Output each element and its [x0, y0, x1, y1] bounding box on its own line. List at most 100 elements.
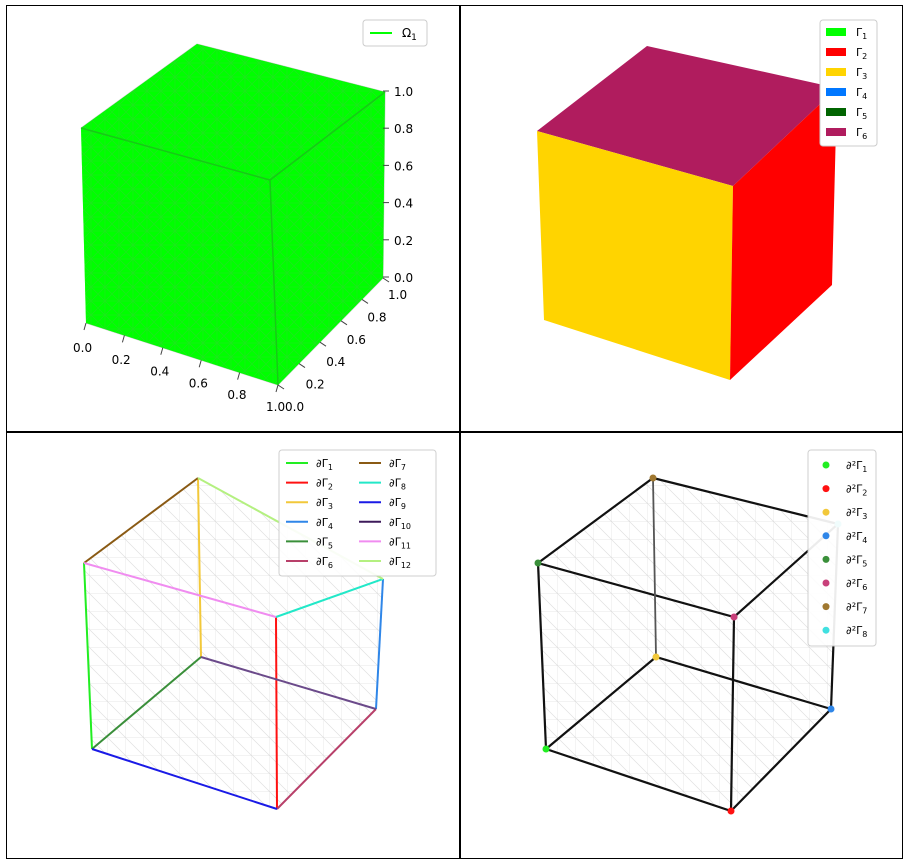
edges-legend-label: ∂Γ7	[389, 457, 406, 472]
faces-legend-label: Γ1	[856, 26, 867, 41]
edges-legend-label: ∂Γ10	[389, 516, 411, 531]
mesh-x-tick-label: 0.4	[150, 365, 169, 379]
edge-11	[83, 562, 277, 618]
mesh-z-tick-label: 0.6	[394, 159, 413, 173]
faces-legend-label: Γ6	[856, 126, 867, 141]
panel-volume-mesh: 0.00.20.40.60.81.0 0.00.20.40.60.81.0 0.…	[73, 19, 428, 414]
edges-legend-label: ∂Γ1	[316, 457, 333, 472]
vertices-legend-label: ∂²Γ6	[846, 577, 867, 592]
panel-boundary-faces: Γ1 Γ2 Γ3 Γ4 Γ5 Γ6	[537, 19, 878, 380]
mesh-cube	[80, 44, 386, 386]
mesh-z-tick-label: 1.0	[394, 85, 413, 99]
edge-1	[83, 562, 93, 750]
vertices-legend-label: ∂²Γ3	[846, 506, 867, 521]
vertices-legend-label: ∂²Γ4	[846, 530, 867, 545]
panel-boundary-edges: ∂Γ1 ∂Γ2 ∂Γ3 ∂Γ4 ∂Γ5 ∂Γ6 ∂Γ7 ∂Γ8 ∂Γ9 ∂Γ10 ∂Γ11 ∂Γ12	[83, 449, 437, 810]
edge-6	[276, 708, 377, 810]
vertices-legend-label: ∂²Γ2	[846, 483, 867, 498]
mesh-y-tick	[361, 298, 369, 304]
edge-10	[200, 656, 377, 710]
faces-legend: Γ1 Γ2 Γ3 Γ4 Γ5 Γ6	[819, 19, 878, 147]
mesh-y-tick-label: 0.4	[326, 355, 345, 369]
vertices-legend-marker	[822, 461, 830, 469]
vertex-3	[652, 653, 660, 661]
edges-legend-label: ∂Γ3	[316, 496, 333, 511]
mesh-z-tick-label: 0.4	[394, 197, 413, 211]
mesh-z-tick-label: 0.2	[394, 234, 413, 248]
mesh-y-tick	[298, 363, 306, 369]
faces-legend-swatch	[826, 68, 846, 76]
edges-legend-label: ∂Γ2	[316, 477, 333, 492]
mesh-x-tick-label: 0.0	[73, 341, 92, 355]
vertex-2	[727, 807, 735, 815]
mesh-x-tick	[83, 322, 87, 331]
faces-legend-swatch	[826, 108, 846, 116]
faces-legend-swatch	[826, 88, 846, 96]
mesh-z-tick-label: 0.0	[394, 271, 413, 285]
faces-legend-swatch	[826, 128, 846, 136]
edges-legend: ∂Γ1 ∂Γ2 ∂Γ3 ∂Γ4 ∂Γ5 ∂Γ6 ∂Γ7 ∂Γ8 ∂Γ9 ∂Γ10 ∂Γ11 ∂Γ12	[278, 449, 437, 577]
faces-legend-label: Γ4	[856, 86, 867, 101]
edges-legend-label: ∂Γ6	[316, 555, 333, 570]
panel-borders	[6, 5, 903, 859]
mesh-x-tick-label: 0.6	[189, 376, 208, 390]
vertices-legend-label: ∂²Γ7	[846, 601, 867, 616]
mesh-x-tick-label: 0.2	[112, 353, 131, 367]
faces-legend-swatch	[826, 28, 846, 36]
mesh-y-tick-label: 0.2	[306, 378, 325, 392]
vertices-legend-marker	[822, 508, 830, 516]
mesh-x-tick	[237, 372, 241, 380]
vertices-legend-marker	[822, 626, 830, 634]
mesh-legend-label: Ω1	[402, 26, 417, 43]
mesh-x-tick	[160, 347, 164, 355]
panel-boundary-vertices: ∂²Γ1 ∂²Γ2 ∂²Γ3 ∂²Γ4 ∂²Γ5 ∂²Γ6 ∂²Γ7 ∂²Γ8	[534, 449, 877, 815]
mesh-y-tick-label: 0.8	[367, 310, 386, 324]
vertex-6	[730, 613, 738, 621]
mesh-y-tick	[382, 277, 390, 283]
mesh-z-tick-labels: 0.0 0.2 0.4 0.6 0.8 1.0	[383, 85, 413, 285]
mesh-x-tick-label: 1.0	[266, 400, 285, 414]
vertices-legend-marker	[822, 532, 830, 540]
vertices-legend-label: ∂²Γ8	[846, 624, 867, 639]
face-right	[730, 88, 837, 380]
vertices-legend: ∂²Γ1 ∂²Γ2 ∂²Γ3 ∂²Γ4 ∂²Γ5 ∂²Γ6 ∂²Γ7 ∂²Γ8	[807, 449, 877, 647]
vertices-legend-label: ∂²Γ5	[846, 553, 867, 568]
vertex-7	[649, 474, 657, 482]
edge-5	[91, 656, 202, 750]
face-front	[537, 131, 733, 380]
mesh-y-tick-labels: 0.00.20.40.60.81.0	[277, 277, 407, 414]
mesh-y-tick-label: 0.6	[347, 333, 366, 347]
edges-legend-label: ∂Γ4	[316, 516, 333, 531]
faces-legend-swatch	[826, 48, 846, 56]
edge-8	[275, 578, 384, 618]
vertices-legend-marker	[822, 485, 830, 493]
edges-legend-label: ∂Γ11	[389, 535, 411, 550]
mesh-legend: Ω1	[362, 19, 428, 47]
vertex-1	[542, 745, 550, 753]
edges-legend-label: ∂Γ12	[389, 555, 411, 570]
vertices-legend-label: ∂²Γ1	[846, 459, 867, 474]
vertex-4	[827, 705, 835, 713]
vertices-legend-marker	[822, 579, 830, 587]
mesh-x-tick	[198, 360, 202, 368]
edge-3	[197, 477, 202, 658]
faces-legend-label: Γ3	[856, 66, 867, 81]
faces-legend-label: Γ5	[856, 106, 867, 121]
edge-2	[275, 616, 278, 810]
mesh-y-tick-label: 1.0	[388, 288, 407, 302]
vertices-legend-marker	[822, 603, 830, 611]
vertex-5	[534, 559, 542, 567]
mesh-y-tick	[319, 341, 327, 347]
mesh-x-tick-labels: 0.0 0.2 0.4 0.6 0.8 1.0	[73, 322, 285, 414]
face-top	[537, 46, 837, 186]
mesh-y-tick	[340, 320, 348, 326]
vertices-legend-marker	[822, 555, 830, 563]
mesh-y-tick-label: 0.0	[285, 400, 304, 414]
mesh-z-tick-label: 0.8	[394, 122, 413, 136]
edges-legend-label: ∂Γ8	[389, 477, 406, 492]
edge-4	[375, 578, 384, 710]
edges-legend-label: ∂Γ9	[389, 496, 406, 511]
mesh-x-tick-label: 0.8	[227, 388, 246, 402]
mesh-x-tick	[275, 384, 279, 393]
